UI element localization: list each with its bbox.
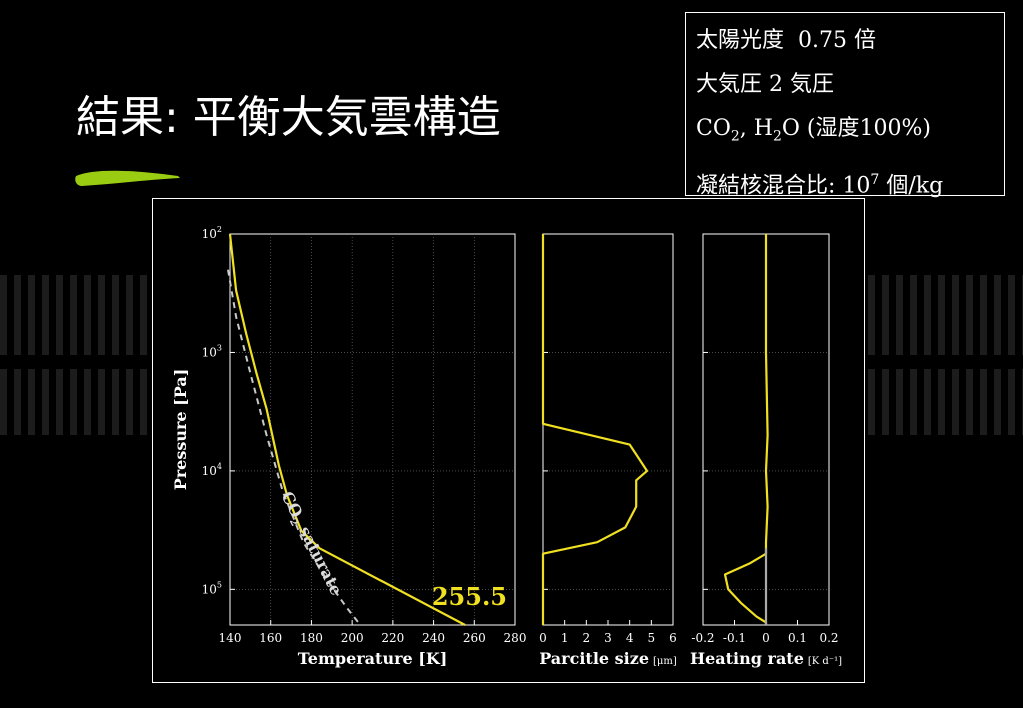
chart1-series-2-line — [227, 269, 362, 626]
nuclei-exp: 7 — [870, 172, 880, 189]
chart2-xlabel: Parcitle size [μm] — [539, 649, 677, 668]
chart1-xtick-label: 180 — [300, 631, 323, 645]
chart3-xtick-label: -0.1 — [723, 631, 746, 645]
chart1-xtick-label: 160 — [259, 631, 282, 645]
chart1-xtick-label: 280 — [504, 631, 527, 645]
chart1-ytick-exp: 5 — [217, 580, 222, 589]
pressure-label: 大気圧 — [696, 72, 763, 97]
chart1-xlabel: Temperature [K] — [298, 649, 448, 668]
pressure-value: 2 気圧 — [769, 72, 835, 97]
chart3-xtick-label: 0 — [762, 631, 770, 645]
solar-luminosity-row: 太陽光度 0.75 倍 — [696, 19, 994, 63]
chart2-xtick-label: 4 — [626, 631, 634, 645]
chart3-xlabel: Heating rate [K d⁻¹] — [690, 649, 842, 668]
chart1-series-label-base: CO — [277, 488, 306, 520]
chart1-series-label: CO2 saturate — [275, 488, 346, 600]
nuclei-unit: 個/kg — [879, 173, 944, 199]
chart1-frame — [229, 233, 516, 626]
chart1-xtick-label: 220 — [381, 631, 404, 645]
chart3-xtick-label: 0.2 — [819, 631, 838, 645]
chart1-xtick-label: 200 — [341, 631, 364, 645]
slide-title: 結果: 平衡大気雲構造 — [76, 92, 501, 143]
chart1-ytick-label: 104 — [202, 462, 222, 478]
chart1-xtick-label: 140 — [219, 631, 242, 645]
gas-h-sub: 2 — [772, 128, 782, 145]
gases-row: CO2, H2O (湿度100%) — [696, 107, 994, 158]
nuclei-label: 凝結核混合比: 10 — [696, 173, 871, 199]
chart3-xtick-label: -0.2 — [691, 631, 714, 645]
chart1-ytick-exp: 4 — [217, 462, 222, 471]
chart2-xtick-label: 6 — [669, 631, 677, 645]
gas-h: , H — [739, 116, 773, 141]
pressure-row: 大気圧 2 気圧 — [696, 63, 994, 107]
chart2-xunit: [μm] — [653, 656, 677, 667]
gas-co-sub: 2 — [730, 128, 740, 145]
plot-panel: 140 160 180 200 220 240 260 280 Temperature [K] 1… — [152, 198, 865, 683]
chart3-series-1-line — [723, 234, 769, 625]
gas-co: CO — [696, 116, 731, 141]
chart2-xtick-label: 0 — [539, 631, 547, 645]
solar-label: 太陽光度 — [696, 28, 785, 53]
chart1-ytick-label: 103 — [202, 343, 222, 359]
accent-brush-stroke — [75, 170, 180, 186]
chart1-ytick-base: 10 — [202, 227, 217, 241]
conditions-box: 太陽光度 0.75 倍 大気圧 2 気圧 CO2, H2O (湿度100%) 凝… — [685, 12, 1005, 199]
gas-rest: O (湿度100%) — [781, 116, 931, 141]
chart1-ylabel: Pressure [Pa] — [171, 369, 190, 491]
chart1-ytick-base: 10 — [202, 464, 217, 478]
chart1-ytick-base: 10 — [202, 582, 217, 596]
chart1-ytick-base: 10 — [202, 345, 217, 359]
chart1-xtick-label: 260 — [463, 631, 486, 645]
chart2-xtick-label: 2 — [583, 631, 591, 645]
chart1-ytick-exp: 3 — [217, 343, 222, 352]
chart1-annotation: 255.5 — [432, 582, 507, 611]
chart1-series-1-line — [228, 233, 466, 626]
chart2-xtick-label: 5 — [648, 631, 656, 645]
chart1-ytick-label: 105 — [202, 580, 222, 596]
chart1-xtick-label: 240 — [422, 631, 445, 645]
chart1-ytick-exp: 2 — [217, 225, 222, 234]
solar-value: 0.75 倍 — [798, 28, 876, 53]
chart1-series-label-sub: 2 — [287, 517, 300, 528]
chart3-xunit: [K d⁻¹] — [808, 656, 842, 667]
chart2-xtick-label: 1 — [561, 631, 569, 645]
nuclei-row: 凝結核混合比: 107 個/kg — [696, 158, 994, 208]
chart2-xtick-label: 3 — [604, 631, 612, 645]
chart3-xtick-label: 0.1 — [788, 631, 807, 645]
chart1-ytick-label: 102 — [202, 225, 222, 241]
chart2-series-1-line — [541, 234, 649, 625]
